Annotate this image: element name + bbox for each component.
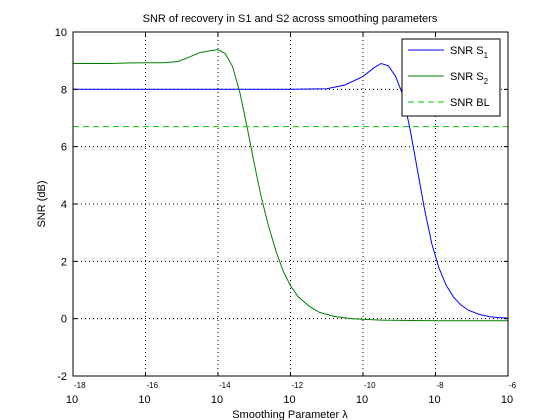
legend-subscript-1: 1 (484, 51, 489, 60)
y-tick-label: -2 (57, 371, 67, 383)
series-lines (73, 49, 509, 322)
x-tick-label: 10 (138, 394, 150, 406)
series-line-2 (73, 49, 508, 322)
x-tick-label: 10 (283, 394, 295, 406)
x-tick-label: 10 (428, 394, 440, 406)
x-tick-exponent: -8 (437, 381, 445, 390)
legend-label-1: SNR S1 (450, 45, 489, 60)
x-tick-exponent: -18 (74, 381, 86, 390)
x-tick-labels: 10 -18 10 -16 10 -14 10 -12 10 -10 10 -8 10 -6 (66, 381, 517, 406)
series-line-1 (73, 62, 509, 319)
x-tick-exponent: -14 (219, 381, 231, 390)
x-tick-label: 10 (356, 394, 368, 406)
y-tick-label: 4 (61, 199, 67, 211)
x-tick-exponent: -12 (292, 381, 304, 390)
legend-label-2: SNR S2 (450, 71, 489, 86)
chart-title: SNR of recovery in S1 and S2 across smoo… (143, 13, 438, 25)
x-tick-label: 10 (211, 394, 223, 406)
x-tick-exponent: -10 (364, 381, 376, 390)
x-tick-exponent: -6 (509, 381, 517, 390)
y-tick-label: 2 (61, 256, 67, 268)
y-tick-labels: -2 0 2 4 6 8 10 (55, 27, 67, 383)
y-tick-label: 10 (55, 27, 67, 39)
legend: SNR S1 SNR S2 SNR BL (401, 38, 501, 117)
y-tick-label: 0 (61, 314, 67, 326)
y-tick-label: 6 (61, 142, 67, 154)
x-tick-label: 10 (501, 394, 513, 406)
x-tick-label: 10 (66, 394, 78, 406)
axis-ticks (72, 31, 509, 377)
x-axis-label: Smoothing Parameter λ (232, 409, 348, 420)
legend-box (401, 38, 501, 117)
legend-label-3: SNR BL (450, 97, 490, 109)
legend-subscript-2: 2 (484, 77, 489, 86)
y-tick-label: 8 (61, 84, 67, 96)
x-tick-exponent: -16 (147, 381, 159, 390)
y-axis-label: SNR (dB) (36, 180, 48, 227)
